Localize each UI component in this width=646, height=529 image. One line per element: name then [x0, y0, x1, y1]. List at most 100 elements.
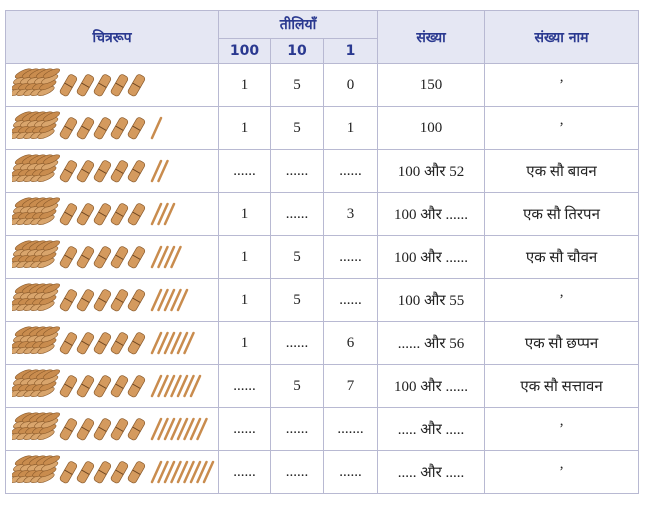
- bundle-tie: [132, 383, 141, 389]
- bundle-tie: [115, 469, 124, 475]
- loose-stick: [189, 374, 202, 397]
- loose-stick: [170, 417, 182, 440]
- bundle-tie: [115, 340, 124, 346]
- bundle-tie: [115, 125, 124, 131]
- sticks-picture: [9, 110, 163, 139]
- tens-cell: 5: [270, 364, 324, 408]
- bundle-stick: [42, 110, 60, 121]
- hundreds-cell: 1: [218, 235, 271, 279]
- bundle-tie: [132, 426, 141, 432]
- bundle-tie: [98, 426, 107, 432]
- header-hundreds: 100: [218, 38, 271, 64]
- bundle-stick: [42, 368, 60, 379]
- hundred-bundle: [9, 239, 60, 268]
- bundle-tie: [64, 125, 73, 131]
- bundle-tie: [132, 469, 141, 475]
- loose-stick: [170, 460, 182, 483]
- loose-stick: [157, 245, 169, 268]
- bundle-tie: [64, 340, 73, 346]
- bundle-stick: [42, 325, 60, 336]
- loose-stick: [170, 245, 182, 268]
- hundred-bundle: [9, 110, 60, 139]
- number-cell: ...... और 56: [377, 321, 486, 365]
- picture-cell: [5, 235, 219, 279]
- loose-stick: [183, 417, 195, 440]
- bundle-tie: [64, 469, 73, 475]
- number-name-cell: ’: [484, 106, 640, 150]
- loose-stick: [183, 331, 195, 354]
- sticks-picture: [9, 153, 169, 182]
- loose-stick: [189, 417, 202, 440]
- bundle-tie: [98, 469, 107, 475]
- tens-cell: ......: [270, 450, 324, 494]
- bundle-tie: [132, 125, 141, 131]
- picture-cell: [5, 321, 219, 365]
- tens-cell: ......: [270, 192, 324, 236]
- loose-stick: [176, 374, 189, 397]
- hundred-bundle: [9, 368, 60, 397]
- bundle-tie: [132, 297, 141, 303]
- sticks-picture: [9, 196, 176, 225]
- bundle-tie: [132, 168, 141, 174]
- sticks-picture: [9, 282, 189, 311]
- loose-stick: [183, 460, 195, 483]
- bundle-tie: [98, 125, 107, 131]
- hundreds-cell: ......: [218, 364, 271, 408]
- table-row: 1 5 1 100’: [5, 106, 640, 150]
- picture-cell: [5, 407, 219, 451]
- header-ones: 1: [322, 38, 379, 64]
- bundle-tie: [81, 383, 90, 389]
- bundle-tie: [115, 168, 124, 174]
- number-cell: ..... और .....: [377, 450, 486, 494]
- number-cell: 100 और 52: [377, 149, 486, 193]
- hundreds-cell: ......: [218, 450, 271, 494]
- place-value-table: चित्ररूप तीलियाँ संख्या संख्या नाम 100 1…: [5, 10, 640, 494]
- loose-stick: [157, 202, 169, 225]
- loose-stick: [150, 202, 163, 225]
- bundle-tie: [81, 340, 90, 346]
- hundreds-cell: 1: [218, 192, 271, 236]
- loose-stick: [157, 460, 169, 483]
- hundreds-cell: 1: [218, 321, 271, 365]
- loose-stick: [163, 331, 176, 354]
- loose-stick: [150, 116, 163, 139]
- table-row: ...... 5 7 100 और ...... एक सौ सत्तावन: [5, 364, 640, 408]
- bundle-tie: [98, 340, 107, 346]
- ones-cell: 3: [322, 192, 379, 236]
- loose-stick: [202, 460, 215, 483]
- table-row: ....................... और .....’: [5, 450, 640, 494]
- loose-stick: [170, 374, 182, 397]
- hundreds-cell: 1: [218, 106, 271, 150]
- bundle-tie: [115, 383, 124, 389]
- table-row: 1 5...... 100 और 55’: [5, 278, 640, 322]
- bundle-tie: [98, 211, 107, 217]
- table-row: 1...... 3 100 और ...... एक सौ तिरपन: [5, 192, 640, 236]
- table-row: 1 5 0 150’: [5, 63, 640, 107]
- loose-stick: [176, 288, 189, 311]
- loose-stick: [170, 288, 182, 311]
- picture-cell: [5, 63, 219, 107]
- bundle-tie: [98, 254, 107, 260]
- hundreds-cell: 1: [218, 63, 271, 107]
- loose-stick: [157, 417, 169, 440]
- number-cell: 100 और ......: [377, 192, 486, 236]
- ones-cell: .......: [322, 407, 379, 451]
- loose-stick: [196, 417, 208, 440]
- loose-stick: [157, 374, 169, 397]
- bundle-tie: [98, 82, 107, 88]
- ones-cell: ......: [322, 278, 379, 322]
- loose-stick: [163, 417, 176, 440]
- number-name-cell: एक सौ सत्तावन: [484, 364, 640, 408]
- bundle-tie: [81, 426, 90, 432]
- bundle-tie: [81, 82, 90, 88]
- picture-cell: [5, 450, 219, 494]
- tens-cell: ......: [270, 321, 324, 365]
- table-row: 1 5...... 100 और ...... एक सौ चौवन: [5, 235, 640, 279]
- number-cell: 100 और ......: [377, 364, 486, 408]
- ones-cell: ......: [322, 149, 379, 193]
- number-name-cell: एक सौ चौवन: [484, 235, 640, 279]
- number-cell: 100: [377, 106, 486, 150]
- ones-cell: ......: [322, 450, 379, 494]
- loose-stick: [196, 460, 208, 483]
- hundred-bundle: [9, 282, 60, 311]
